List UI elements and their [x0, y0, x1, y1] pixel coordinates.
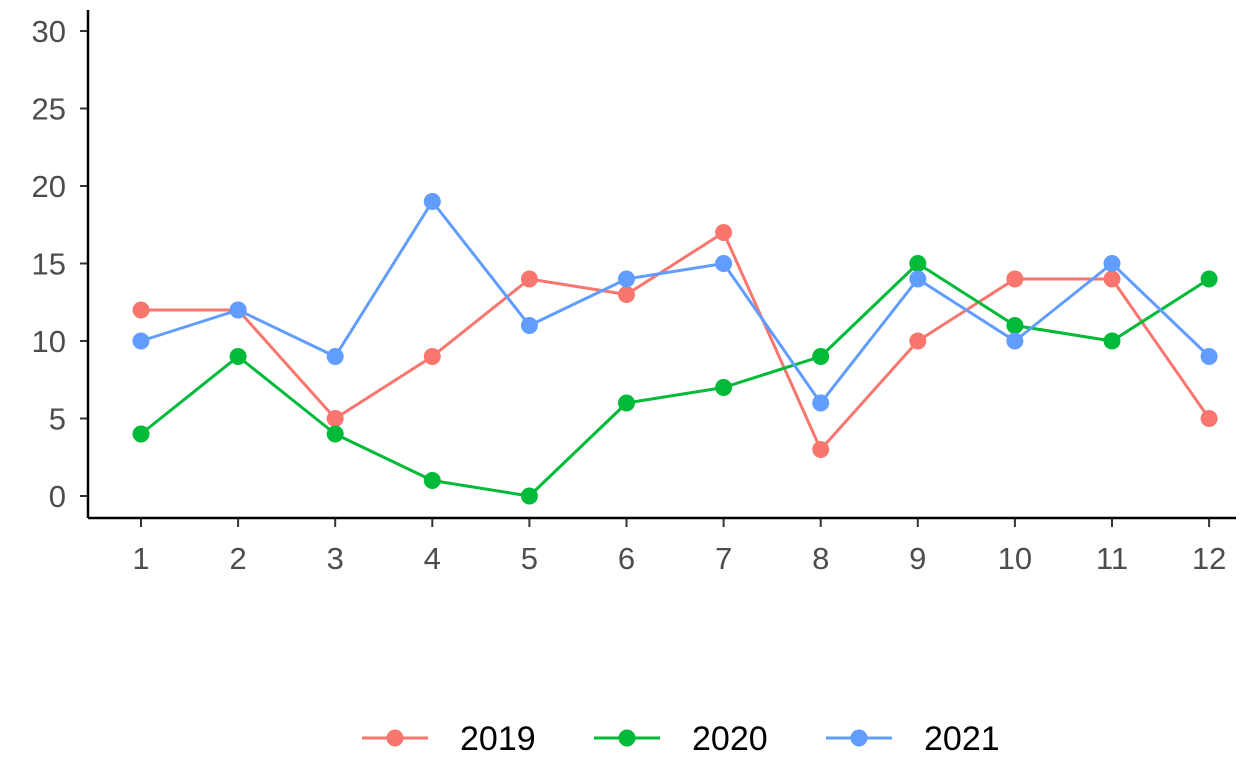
data-point — [423, 193, 441, 210]
data-point — [1200, 348, 1218, 365]
legend-item-2021: 2021 — [826, 720, 1000, 757]
data-point — [520, 270, 538, 288]
x-tick-label: 1 — [132, 541, 149, 576]
y-tick-label: 15 — [32, 247, 66, 282]
legend-label: 2019 — [460, 720, 536, 757]
x-tick-label: 10 — [998, 541, 1032, 576]
y-tick-label: 10 — [32, 324, 66, 359]
x-tick-label: 9 — [909, 541, 926, 576]
y-tick-label: 25 — [32, 92, 66, 127]
x-axis-ticks: 1 2 3 4 5 6 7 8 9 10 11 12 — [132, 518, 1226, 576]
data-point — [326, 348, 344, 365]
data-point — [1006, 270, 1024, 288]
y-tick-label: 0 — [49, 479, 66, 514]
data-point — [1006, 317, 1024, 334]
y-axis-ticks: 0 5 10 15 20 25 30 — [32, 14, 88, 514]
y-tick-label: 30 — [32, 14, 66, 49]
series-2021 — [132, 193, 1218, 412]
series-group — [132, 193, 1218, 505]
data-point — [1200, 270, 1218, 288]
data-point — [618, 270, 635, 288]
x-tick-label: 11 — [1096, 541, 1128, 576]
data-point — [1103, 332, 1121, 350]
data-point — [812, 394, 830, 412]
data-point — [909, 332, 927, 350]
legend-key-point — [386, 729, 404, 747]
data-point — [909, 255, 927, 272]
data-point — [715, 255, 733, 272]
legend-label: 2021 — [924, 720, 1000, 757]
x-tick-label: 8 — [812, 541, 829, 576]
series-2019 — [132, 224, 1218, 458]
x-tick-label: 4 — [424, 541, 441, 576]
data-point — [1103, 255, 1121, 272]
legend-label: 2020 — [692, 720, 768, 757]
x-tick-label: 3 — [327, 541, 344, 576]
x-tick-label: 12 — [1192, 541, 1226, 576]
data-point — [812, 348, 830, 365]
data-point — [812, 441, 830, 458]
legend-key-point — [618, 729, 636, 747]
data-point — [1103, 270, 1121, 288]
data-point — [909, 270, 927, 288]
data-point — [618, 394, 635, 412]
y-tick-label: 5 — [49, 402, 66, 437]
series-2020 — [132, 255, 1218, 505]
data-point — [520, 317, 538, 334]
data-point — [326, 410, 344, 427]
data-point — [715, 379, 733, 396]
legend-item-2019: 2019 — [362, 720, 536, 757]
legend: 2019 2020 2021 — [362, 720, 1000, 757]
data-point — [618, 286, 635, 303]
data-point — [326, 425, 344, 443]
data-point — [1200, 410, 1218, 427]
data-point — [715, 224, 733, 241]
data-point — [132, 425, 150, 443]
legend-item-2020: 2020 — [594, 720, 768, 757]
y-tick-label: 20 — [32, 169, 66, 204]
series-line-2019 — [141, 231, 1211, 451]
legend-key-point — [850, 729, 868, 747]
data-point — [132, 332, 150, 350]
data-point — [229, 348, 247, 365]
data-point — [423, 472, 441, 489]
x-tick-label: 7 — [715, 541, 732, 576]
x-tick-label: 5 — [521, 541, 538, 576]
data-point — [423, 348, 441, 365]
data-point — [132, 301, 150, 319]
data-point — [520, 487, 538, 505]
data-point — [229, 301, 247, 319]
x-tick-label: 2 — [229, 541, 246, 576]
x-tick-label: 6 — [618, 541, 635, 576]
data-point — [1006, 332, 1024, 350]
series-line-2021 — [140, 200, 1211, 405]
